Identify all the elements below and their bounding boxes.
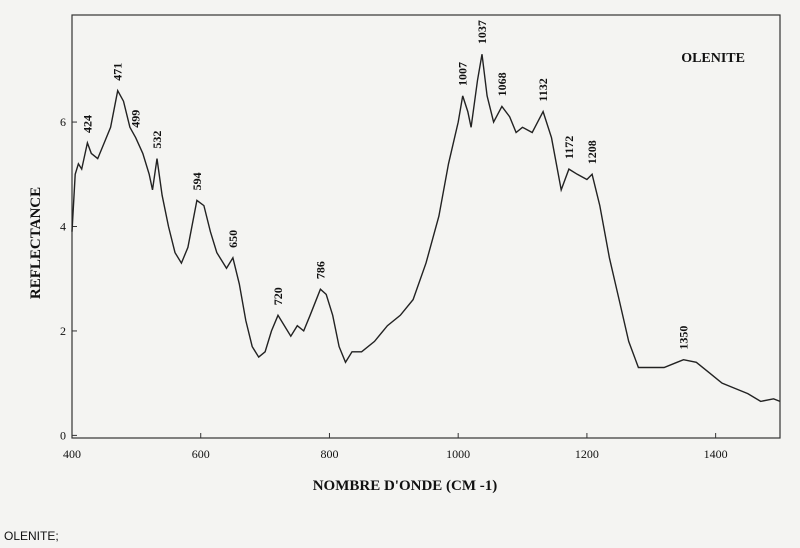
chart-title: OLENITE [681,51,745,66]
y-tick-label: 6 [60,115,66,129]
x-tick-label: 400 [63,447,81,461]
peak-label: 594 [190,172,204,190]
y-tick-label: 4 [60,220,66,234]
y-axis-label: REFLECTANCE [28,187,44,299]
peak-label: 1350 [676,326,690,350]
peak-label: 1132 [536,78,550,101]
x-tick-label: 600 [192,447,210,461]
peak-label: 720 [271,287,285,305]
y-tick-label: 2 [60,324,66,338]
peak-label: 1037 [475,20,489,44]
peak-label: 1068 [495,72,509,96]
peak-label: 1172 [562,136,576,159]
peak-label: 471 [111,63,125,81]
peak-label: 532 [150,131,164,149]
x-tick-label: 1000 [446,447,470,461]
x-axis-label: NOMBRE D'ONDE (CM -1) [313,478,498,494]
spectrum-line [71,54,781,403]
peak-label: 424 [80,115,94,133]
peak-label: 786 [313,261,327,279]
x-tick-label: 800 [320,447,338,461]
caption: OLENITE; [4,529,59,543]
peak-label: 1007 [456,62,470,86]
peak-label: 499 [129,110,143,128]
x-tick-label: 1400 [704,447,728,461]
peak-label: 1208 [585,140,599,164]
peak-label: 650 [226,230,240,248]
y-tick-label: 0 [60,428,66,442]
x-tick-label: 1200 [575,447,599,461]
